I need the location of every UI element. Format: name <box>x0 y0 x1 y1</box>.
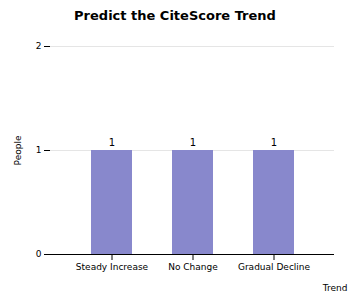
svg-text:No Change: No Change <box>168 262 218 272</box>
html-text:Predict the CiteScore Trend: Predict the CiteScore Trend <box>74 8 276 23</box>
svg-text:Gradual Decline: Gradual Decline <box>238 262 311 272</box>
svg-text:1: 1 <box>36 145 42 155</box>
svg-text:0: 0 <box>36 249 42 259</box>
svg-text:1: 1 <box>190 137 196 148</box>
svg-text:People: People <box>13 135 23 165</box>
svg-text:1: 1 <box>271 137 277 148</box>
svg-text:Trend: Trend <box>322 283 348 293</box>
svg-text:Steady Increase: Steady Increase <box>76 262 149 272</box>
svg-text:2: 2 <box>36 41 42 51</box>
svg-text:1: 1 <box>109 137 115 148</box>
